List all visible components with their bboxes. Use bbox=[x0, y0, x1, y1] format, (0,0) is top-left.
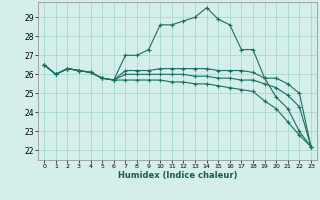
X-axis label: Humidex (Indice chaleur): Humidex (Indice chaleur) bbox=[118, 171, 237, 180]
